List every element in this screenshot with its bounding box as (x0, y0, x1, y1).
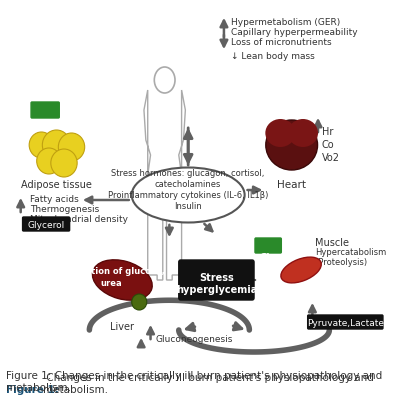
Ellipse shape (288, 119, 318, 147)
Text: Pyruvate,Lactate: Pyruvate,Lactate (307, 318, 384, 328)
Text: Fatty acids: Fatty acids (30, 195, 79, 204)
Text: Hypermetabolism (GER): Hypermetabolism (GER) (231, 18, 340, 27)
Text: Hypercatabolism: Hypercatabolism (315, 248, 386, 257)
Text: Stress: Stress (199, 273, 234, 283)
Circle shape (29, 132, 54, 158)
Text: Figure 1: Changes in the critically ill burn patient's physiopathology and metab: Figure 1: Changes in the critically ill … (6, 371, 382, 393)
Text: Adipose tissue: Adipose tissue (21, 180, 92, 190)
Text: Liver: Liver (110, 322, 134, 332)
FancyBboxPatch shape (31, 102, 59, 118)
Circle shape (42, 130, 70, 160)
FancyBboxPatch shape (308, 315, 383, 329)
Circle shape (37, 148, 61, 174)
Ellipse shape (154, 67, 175, 93)
Text: Glut4: Glut4 (31, 118, 59, 127)
Text: Glu: Glu (260, 253, 276, 262)
Circle shape (51, 149, 77, 177)
Text: Thermogenesis: Thermogenesis (30, 205, 99, 214)
Text: Hr
Co
Vo2: Hr Co Vo2 (322, 127, 340, 163)
Text: Stress hormones: glucagon, cortisol,
catecholamines
Proinflammatory cytokines (I: Stress hormones: glucagon, cortisol, cat… (108, 169, 268, 211)
FancyBboxPatch shape (23, 217, 70, 231)
Text: (Proteolysis): (Proteolysis) (315, 258, 368, 267)
Text: Heart: Heart (277, 180, 306, 190)
Circle shape (59, 133, 85, 161)
Text: Changes in the critically ill burn patient's physiopathology and metabolism.: Changes in the critically ill burn patie… (43, 374, 374, 395)
Text: Glycerol: Glycerol (28, 220, 65, 229)
Polygon shape (144, 90, 185, 280)
Ellipse shape (132, 168, 245, 222)
Text: Loss of micronutrients: Loss of micronutrients (231, 38, 331, 47)
Ellipse shape (281, 257, 321, 283)
Text: Production of glucose,: Production of glucose, (58, 268, 164, 276)
Text: urea: urea (100, 280, 122, 289)
FancyBboxPatch shape (179, 260, 254, 300)
Text: Muscle: Muscle (315, 238, 349, 248)
Text: hyperglycemia: hyperglycemia (176, 285, 257, 295)
Ellipse shape (265, 119, 295, 147)
FancyBboxPatch shape (255, 238, 281, 253)
Text: ↓ Lean body mass: ↓ Lean body mass (231, 52, 314, 61)
Circle shape (132, 294, 147, 310)
Text: Capillary hyperpermeability: Capillary hyperpermeability (231, 28, 357, 37)
Text: Figure 1:: Figure 1: (6, 385, 59, 395)
Text: Gluconeogenesis: Gluconeogenesis (155, 335, 233, 344)
Text: Mitochondrial density: Mitochondrial density (30, 215, 128, 224)
Ellipse shape (266, 120, 318, 170)
Ellipse shape (92, 260, 152, 300)
